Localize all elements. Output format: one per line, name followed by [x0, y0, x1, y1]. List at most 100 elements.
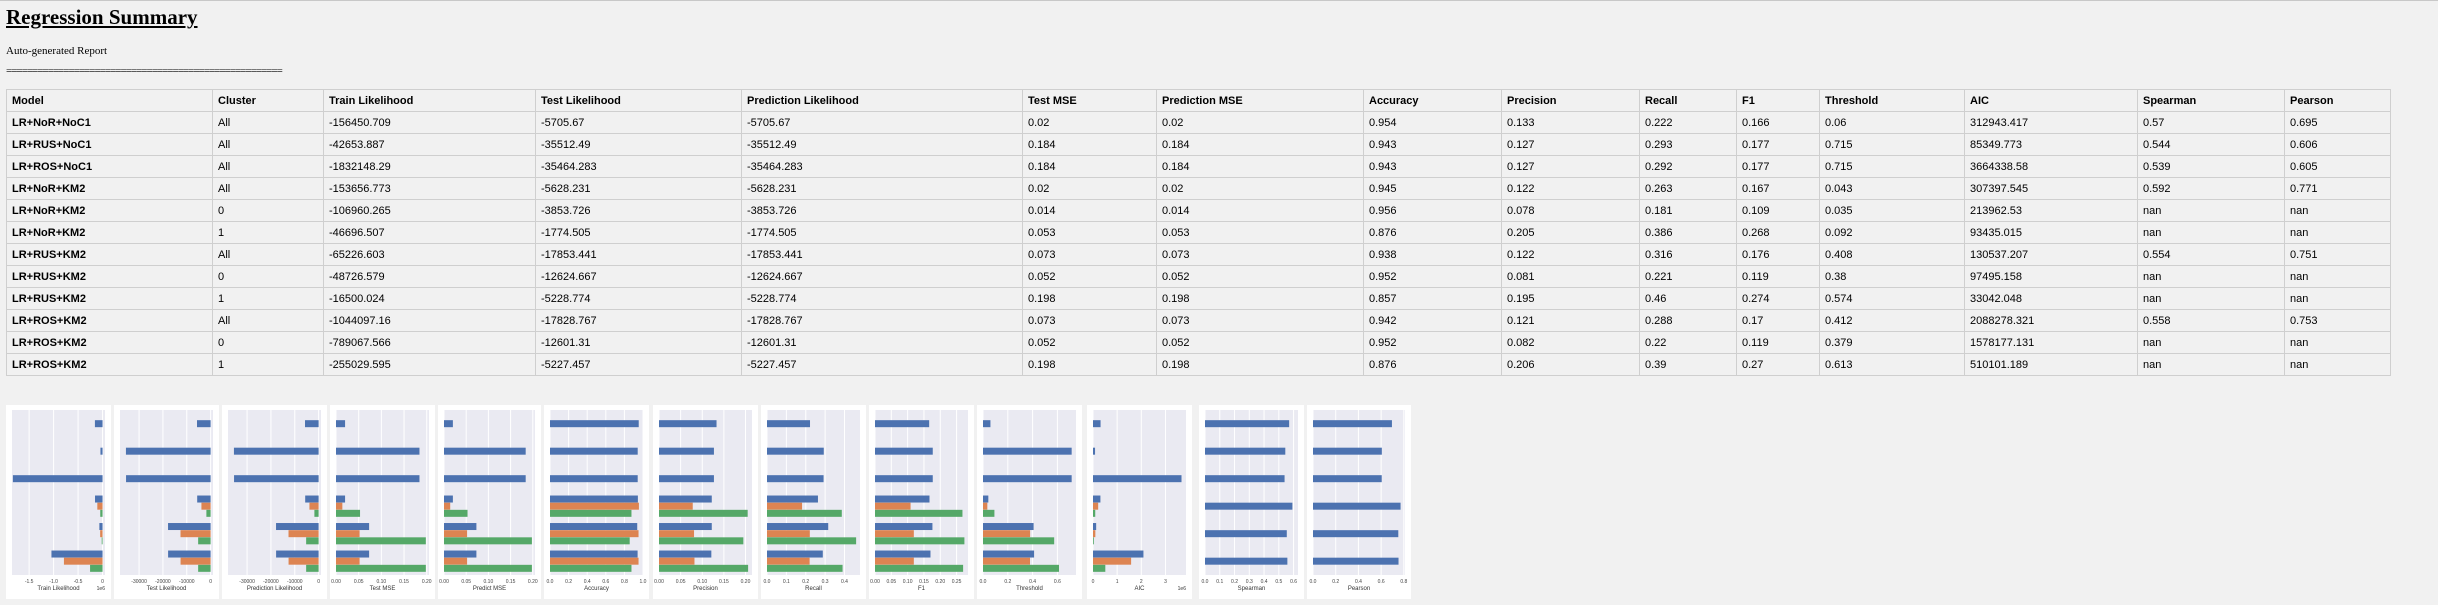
- bar: [550, 523, 638, 531]
- bar: [659, 530, 695, 538]
- table-cell: 0.539: [2137, 155, 2285, 178]
- bar: [51, 550, 103, 558]
- table-cell: 0.133: [1501, 111, 1640, 134]
- bar: [550, 475, 638, 483]
- bar: [659, 557, 695, 565]
- bar: [1093, 530, 1096, 538]
- bar: [1205, 475, 1285, 483]
- tick-label: 0.6: [1378, 579, 1385, 585]
- chart-panel: 0 1 2 3 AIC 1e6: [1087, 405, 1192, 599]
- table-cell: 0.073: [1022, 243, 1157, 266]
- bar: [767, 509, 842, 517]
- table-cell: -35512.49: [535, 133, 742, 156]
- table-cell: -16500.024: [323, 287, 536, 310]
- table-cell: -5228.774: [741, 287, 1023, 310]
- bar: [550, 564, 632, 572]
- bar-chart-svg: 0.0 0.1 0.2 0.3 0.4 0.5 0.6 Spearman: [1202, 410, 1298, 592]
- report-title: Regression Summary: [6, 5, 198, 29]
- table-cell: 85349.773: [1964, 133, 2138, 156]
- table-cell: -17853.441: [741, 243, 1023, 266]
- table-row: LR+ROS+KM2 0 -789067.566 -12601.31 -12601.31…: [6, 331, 2391, 354]
- bar: [983, 523, 1034, 531]
- bar: [198, 564, 211, 572]
- column-header: F1: [1736, 89, 1820, 112]
- bar: [444, 530, 468, 538]
- table-cell: 510101.189: [1964, 353, 2138, 376]
- x-axis-label: AIC: [1134, 586, 1145, 592]
- bar: [875, 530, 914, 538]
- table-cell: 0.27: [1736, 353, 1820, 376]
- table-cell: 0.17: [1736, 309, 1820, 332]
- table-cell: nan: [2284, 221, 2391, 244]
- table-row: LR+ROS+KM2 All -1044097.16 -17828.767 -17828…: [6, 309, 2391, 332]
- x-axis-label: Predict MSE: [473, 586, 506, 592]
- table-cell: 0.121: [1501, 309, 1640, 332]
- table-cell: 0.073: [1156, 243, 1364, 266]
- tick-label: 0.2: [802, 579, 809, 585]
- bar-chart-svg: 0.00 0.05 0.10 0.15 0.20 Precision: [654, 410, 752, 592]
- tick-label: 0.6: [602, 579, 609, 585]
- bar: [90, 564, 103, 572]
- table-cell: -35512.49: [741, 133, 1023, 156]
- bar: [12, 475, 103, 483]
- table-cell: 0.954: [1363, 111, 1502, 134]
- column-header: Accuracy: [1363, 89, 1502, 112]
- table-cell: -12624.667: [741, 265, 1023, 288]
- table-cell: 0.127: [1501, 133, 1640, 156]
- bar: [306, 537, 319, 545]
- table-cell: 0.053: [1156, 221, 1364, 244]
- table-cell: 0.943: [1363, 155, 1502, 178]
- bar: [659, 495, 712, 503]
- table-header-row: Model Cluster Train Likelihood Test Likelih…: [6, 89, 2391, 112]
- tick-label: -30000: [239, 579, 255, 585]
- table-cell: 0.02: [1156, 177, 1364, 200]
- table-cell: LR+RUS+KM2: [6, 265, 213, 288]
- x-axis-label: Prediction Likelihood: [247, 586, 302, 592]
- bar: [659, 509, 748, 517]
- table-cell: 0.073: [1156, 309, 1364, 332]
- table-cell: All: [212, 111, 324, 134]
- bar: [1313, 557, 1399, 565]
- plot-area: [12, 410, 105, 575]
- table-cell: 0: [212, 265, 324, 288]
- bar: [875, 502, 911, 510]
- bar: [1093, 502, 1099, 510]
- table-cell: 312943.417: [1964, 111, 2138, 134]
- tick-label: 0.25: [952, 579, 962, 585]
- table-cell: 0.052: [1156, 265, 1364, 288]
- column-header: Prediction Likelihood: [741, 89, 1023, 112]
- table-cell: 0.053: [1022, 221, 1157, 244]
- table-cell: -35464.283: [535, 155, 742, 178]
- table-cell: 0.605: [2284, 155, 2391, 178]
- bar: [336, 447, 420, 455]
- column-header: Prediction MSE: [1156, 89, 1364, 112]
- table-cell: LR+ROS+KM2: [6, 331, 213, 354]
- chart-panel: 0.0 0.1 0.2 0.3 0.4 0.5 0.6 Spearman: [1199, 405, 1304, 599]
- bar: [767, 537, 857, 545]
- bar-chart-svg: 0.0 0.2 0.4 0.6 0.8 1.0 Accuracy: [547, 410, 647, 592]
- tick-label: 0.2: [1004, 579, 1011, 585]
- bar: [1093, 509, 1096, 517]
- x-axis-label: Threshold: [1016, 586, 1043, 592]
- bar: [444, 509, 468, 517]
- bar: [550, 530, 639, 538]
- table-cell: 0.751: [2284, 243, 2391, 266]
- table-cell: 0.22: [1639, 331, 1737, 354]
- table-cell: LR+RUS+KM2: [6, 243, 213, 266]
- bar-chart-svg: 0.0 0.2 0.4 0.6 0.8 Pearson: [1310, 410, 1408, 592]
- table-cell: 2088278.321: [1964, 309, 2138, 332]
- tick-label: -10000: [287, 579, 303, 585]
- bar: [336, 557, 360, 565]
- table-cell: 0.292: [1639, 155, 1737, 178]
- x-axis-label: F1: [918, 586, 926, 592]
- tick-label: 2: [1140, 579, 1143, 585]
- tick-label: 0.3: [822, 579, 829, 585]
- table-row: LR+RUS+KM2 0 -48726.579 -12624.667 -12624.66…: [6, 265, 2391, 288]
- bar: [100, 530, 103, 538]
- bar: [336, 550, 370, 558]
- tick-label: 0.15: [919, 579, 929, 585]
- table-cell: 0.222: [1639, 111, 1737, 134]
- table-cell: 0.408: [1819, 243, 1965, 266]
- tick-label: -30000: [131, 579, 147, 585]
- table-cell: 0.043: [1819, 177, 1965, 200]
